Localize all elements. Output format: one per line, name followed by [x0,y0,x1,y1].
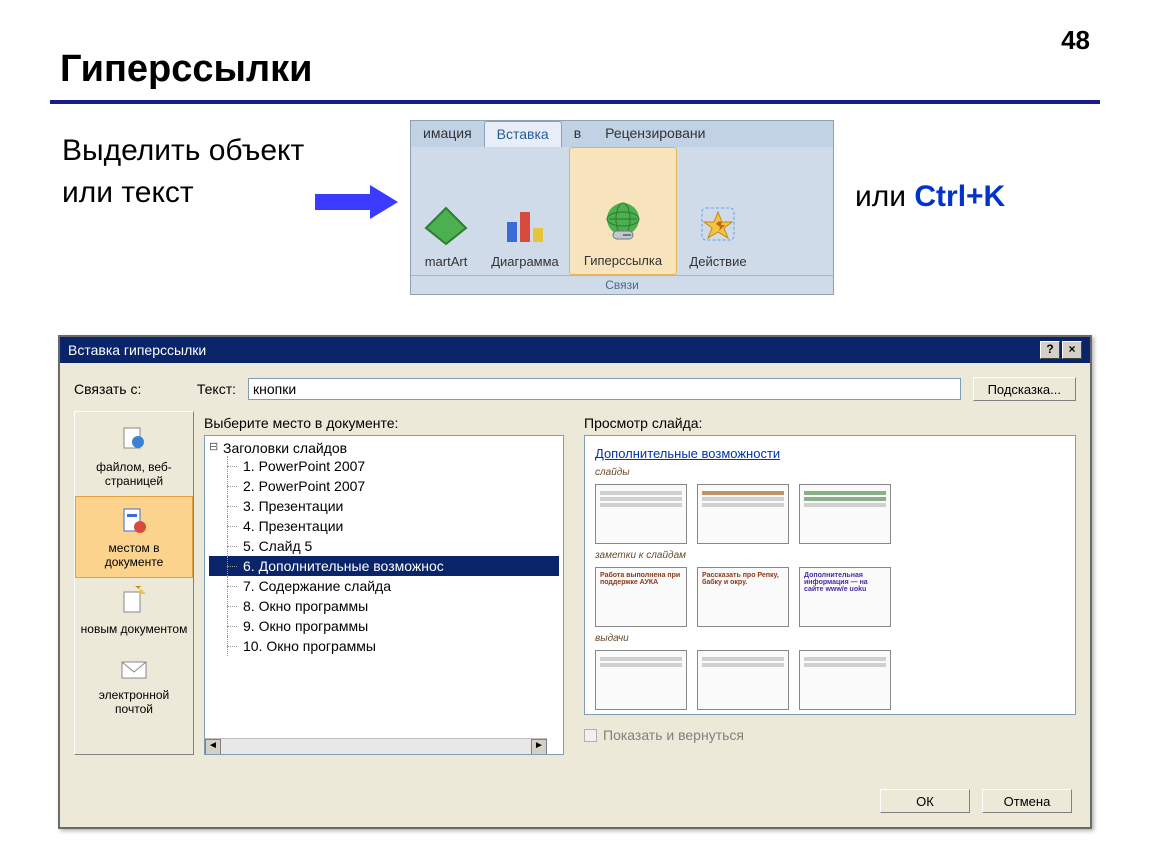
dialog-title-text: Вставка гиперссылки [68,342,206,358]
preview-thumb [799,484,891,544]
chart-icon [501,200,549,248]
ribbon-group-label: Связи [411,275,833,295]
tree-item[interactable]: 10. Окно программы [209,636,559,656]
shortcut-text: или Ctrl+K [855,180,1005,214]
linkbar-label: электронной почтой [79,688,189,716]
preview-thumb [595,650,687,710]
linkbar-label: местом в документе [80,541,188,569]
ribbon-tab-review[interactable]: Рецензировани [593,121,717,147]
tree-item[interactable]: 5. Слайд 5 [209,536,559,556]
action-icon [694,200,742,248]
tree-item[interactable]: 4. Презентации [209,516,559,536]
email-icon [118,652,150,684]
tree-item[interactable]: 9. Окно программы [209,616,559,636]
tree-root-label[interactable]: Заголовки слайдов [209,440,559,456]
arrow-icon [315,185,405,219]
tree-item[interactable]: 7. Содержание слайда [209,576,559,596]
preview-thumb [799,650,891,710]
shortcut-key: Ctrl+K [914,180,1005,213]
linkbar-file-web[interactable]: файлом, веб-страницей [75,416,193,496]
ribbon-btn-chart[interactable]: Диаграмма [481,147,569,275]
new-doc-icon: ✦ [118,586,150,618]
horizontal-scrollbar[interactable]: ◄ ► [205,738,547,754]
preview-section: заметки к слайдам [595,550,1065,561]
ribbon-btn-label: Действие [689,254,746,269]
link-to-bar: файлом, веб-страницей местом в документе… [74,411,194,755]
ribbon-btn-smartart[interactable]: martArt [411,147,481,275]
preview-section: выдачи [595,633,1065,644]
ribbon-tab-insert[interactable]: Вставка [484,121,562,147]
tree-item[interactable]: 3. Презентации [209,496,559,516]
link-with-label: Связать с: [74,381,174,397]
help-button[interactable]: ? [1040,341,1060,359]
preview-thumb [697,484,789,544]
tree-item[interactable]: 1. PowerPoint 2007 [209,456,559,476]
scroll-right-icon[interactable]: ► [531,739,547,755]
dialog-titlebar: Вставка гиперссылки ? × [60,337,1090,363]
ribbon-btn-label: Гиперссылка [584,253,662,268]
cancel-button[interactable]: Отмена [982,789,1072,813]
preview-thumb [595,484,687,544]
svg-text:✦: ✦ [134,586,142,593]
show-return-checkbox [584,729,597,742]
instruction-text: Выделить объект или текст [62,130,312,214]
ok-button[interactable]: ОК [880,789,970,813]
hyperlink-dialog: Вставка гиперссылки ? × Связать с: Текст… [58,335,1092,829]
ribbon-btn-action[interactable]: Действие [677,147,759,275]
ribbon-btn-label: martArt [425,254,468,269]
show-return-label: Показать и вернуться [603,727,744,743]
ribbon-btn-label: Диаграмма [491,254,559,269]
linkbar-label: новым документом [81,622,188,636]
tree-item-selected[interactable]: 6. Дополнительные возможнос [209,556,559,576]
text-label: Текст: [186,381,236,397]
hint-button[interactable]: Подсказка... [973,377,1076,401]
preview-label: Просмотр слайда: [584,415,1076,431]
ribbon-btn-hyperlink[interactable]: Гиперссылка [569,147,677,275]
linkbar-place-in-doc[interactable]: местом в документе [75,496,193,578]
page-title: Гиперссылки [60,48,313,91]
place-in-doc-icon [118,505,150,537]
ribbon-snippet: имация Вставка в Рецензировани martArt Д… [410,120,834,295]
preview-section: слайды [595,467,1065,478]
ribbon-tab-view[interactable]: в [562,121,593,147]
preview-thumb [697,650,789,710]
preview-thumb: Работа выполнена при поддержке АУКА [595,567,687,627]
title-underline [50,100,1100,104]
close-button[interactable]: × [1062,341,1082,359]
scroll-left-icon[interactable]: ◄ [205,739,221,755]
preview-title: Дополнительные возможности [595,446,1065,461]
linkbar-email[interactable]: электронной почтой [75,644,193,724]
tree-item[interactable]: 2. PowerPoint 2007 [209,476,559,496]
doc-tree[interactable]: Заголовки слайдов 1. PowerPoint 2007 2. … [204,435,564,755]
preview-thumb: Дополнительная информация — на сайте www… [799,567,891,627]
select-place-label: Выберите место в документе: [204,415,574,431]
ribbon-tab-animation[interactable]: имация [411,121,484,147]
linkbar-new-doc[interactable]: ✦ новым документом [75,578,193,644]
linkbar-label: файлом, веб-страницей [79,460,189,488]
text-input[interactable] [248,378,961,400]
slide-preview: Дополнительные возможности слайды заметк… [584,435,1076,715]
file-web-icon [118,424,150,456]
smartart-icon [422,200,470,248]
page-number: 48 [1061,25,1090,56]
preview-thumb: Рассказать про Репку, бабку и окру. [697,567,789,627]
tree-item[interactable]: 8. Окно программы [209,596,559,616]
globe-link-icon [599,199,647,247]
